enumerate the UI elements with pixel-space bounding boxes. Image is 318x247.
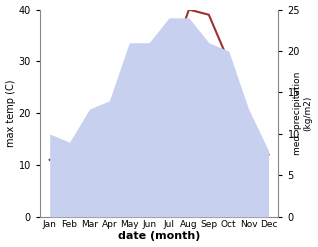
Y-axis label: max temp (C): max temp (C) xyxy=(5,80,16,147)
X-axis label: date (month): date (month) xyxy=(118,231,200,242)
Y-axis label: med. precipitation
(kg/m2): med. precipitation (kg/m2) xyxy=(293,72,313,155)
